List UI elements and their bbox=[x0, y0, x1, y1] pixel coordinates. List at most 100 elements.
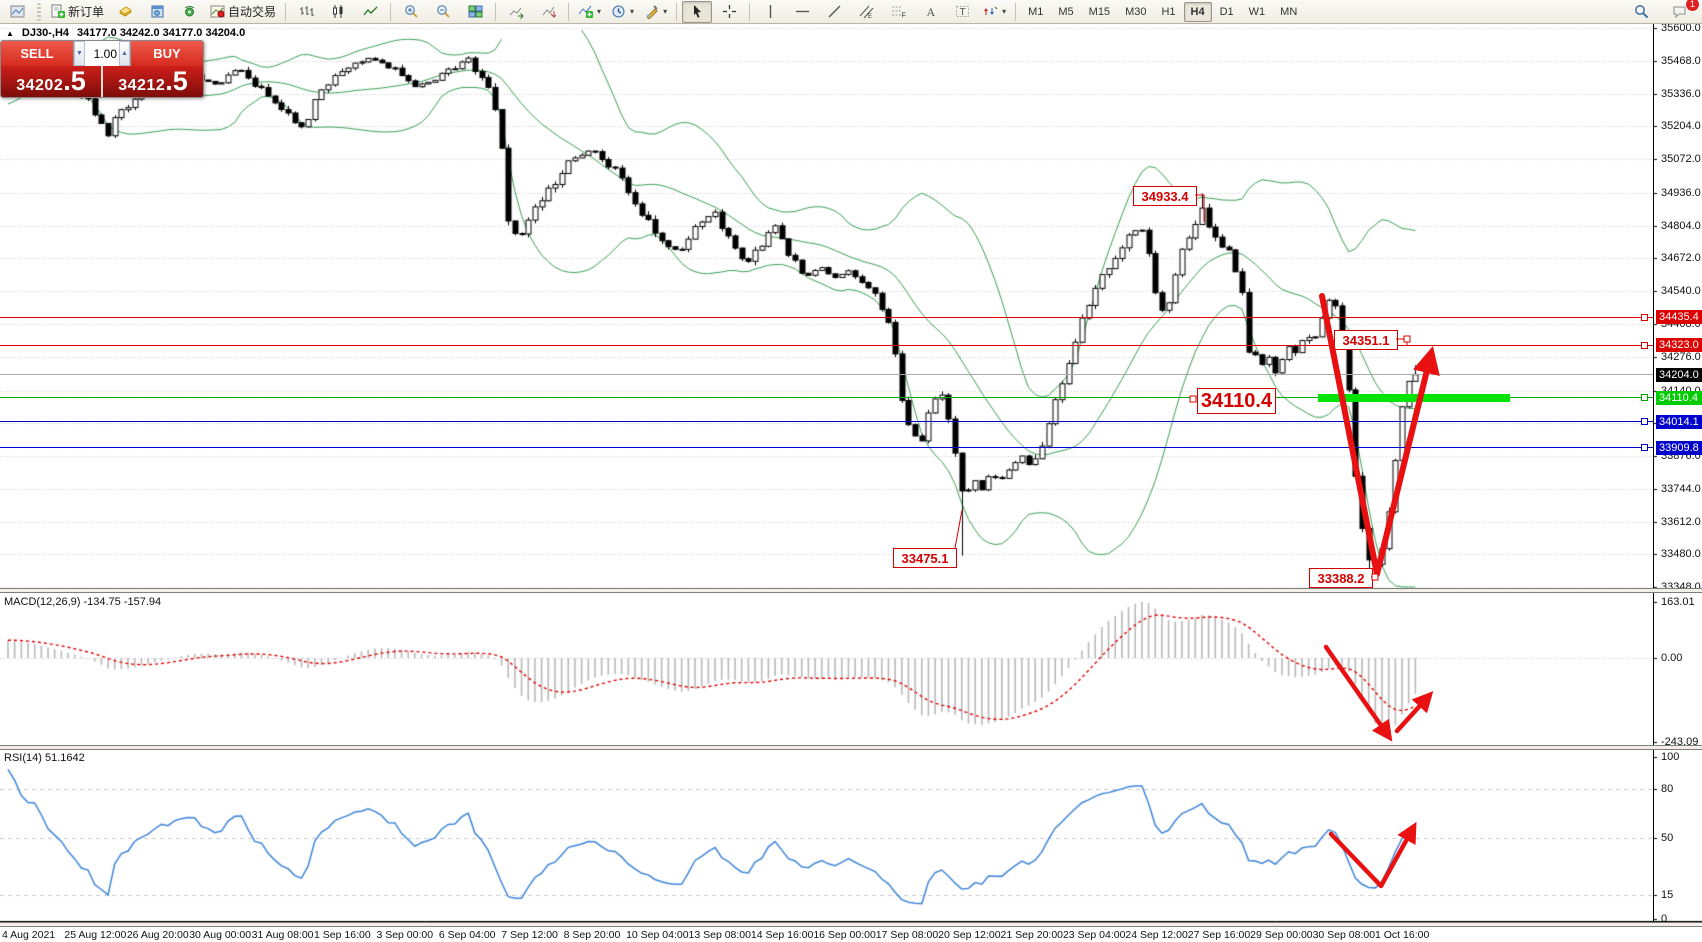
price-annotation-34933.4[interactable]: 34933.4 bbox=[1133, 186, 1197, 206]
candlestick-mode-icon[interactable] bbox=[323, 1, 353, 23]
new-order-button[interactable]: 新订单 bbox=[46, 1, 108, 23]
chart-shift-icon[interactable] bbox=[533, 1, 563, 23]
navigator-icon[interactable] bbox=[174, 1, 204, 23]
one-click-trading-panel: SELL ▼ ▲ BUY 34202.5 34212.5 bbox=[0, 40, 204, 98]
timeframe-button-w1[interactable]: W1 bbox=[1248, 5, 1266, 18]
price-tick-label: 34276.0 bbox=[1661, 350, 1701, 363]
timeframe-button-m1[interactable]: M1 bbox=[1028, 5, 1044, 18]
search-icon[interactable] bbox=[1626, 1, 1656, 23]
line-chart-mode-icon[interactable] bbox=[355, 1, 385, 23]
timeframe-button-h4[interactable]: H4 bbox=[1183, 1, 1212, 22]
ohlc-readout: 34177.0 34242.0 34177.0 34204.0 bbox=[77, 27, 246, 39]
price-tick-label: 34672.0 bbox=[1661, 252, 1701, 265]
app-icon[interactable] bbox=[2, 1, 32, 23]
autoscroll-icon[interactable] bbox=[501, 1, 531, 23]
volume-increase-button[interactable]: ▲ bbox=[119, 41, 130, 66]
support-zone-bar[interactable] bbox=[1318, 393, 1510, 402]
time-axis-label: 16 Sep 00:00 bbox=[813, 929, 876, 941]
templates-menu-button[interactable]: ▾ bbox=[640, 1, 671, 23]
time-axis-label: 30 Sep 08:00 bbox=[1312, 929, 1376, 941]
price-tag-34014.1: 34014.1 bbox=[1656, 414, 1702, 429]
price-tick-label: 33480.0 bbox=[1661, 548, 1701, 561]
macd-indicator-label: MACD(12,26,9) -134.75 -157.94 bbox=[4, 596, 162, 608]
price-tag-34110.4: 34110.4 bbox=[1656, 390, 1702, 405]
volume-input[interactable] bbox=[85, 41, 119, 66]
zoom-out-icon[interactable] bbox=[428, 1, 458, 23]
macd-tick-label: 0.00 bbox=[1661, 652, 1683, 664]
rsi-tick-label: 0 bbox=[1661, 913, 1668, 925]
time-axis[interactable]: 4 Aug 2021 25 Aug 12:00 26 Aug 20:00 30 Aug… bbox=[0, 927, 1702, 942]
price-tag-34204.0: 34204.0 bbox=[1656, 367, 1702, 382]
price-tick-label: 33744.0 bbox=[1661, 482, 1701, 495]
timeframe-button-m5[interactable]: M5 bbox=[1058, 5, 1074, 18]
price-tag-34323.0: 34323.0 bbox=[1656, 338, 1702, 353]
time-axis-label: 23 Sep 04:00 bbox=[1062, 929, 1126, 941]
chevron-down-icon: ▾ bbox=[663, 7, 668, 16]
timeframe-button-h1[interactable]: H1 bbox=[1161, 5, 1176, 18]
sell-price[interactable]: 34202.5 bbox=[16, 66, 86, 96]
autotrade-button[interactable]: 自动交易 bbox=[206, 1, 280, 23]
svg-text:F: F bbox=[901, 13, 905, 20]
indicators-menu-button[interactable]: ▾ bbox=[574, 1, 605, 23]
timeframe-button-m30[interactable]: M30 bbox=[1125, 5, 1147, 18]
time-axis-label: 3 Sep 00:00 bbox=[376, 929, 434, 941]
fibonacci-tool[interactable]: F bbox=[883, 1, 913, 23]
arrows-shapes-menu-button[interactable]: ▾ bbox=[979, 1, 1010, 23]
timeframe-button-m15[interactable]: M15 bbox=[1088, 5, 1111, 18]
market-watch-icon[interactable] bbox=[110, 1, 140, 23]
time-axis-label: 8 Sep 20:00 bbox=[563, 929, 621, 941]
cursor-tool-button[interactable] bbox=[682, 0, 713, 23]
price-annotation-33475.1[interactable]: 33475.1 bbox=[893, 548, 957, 568]
price-tag-34435.4: 34435.4 bbox=[1656, 310, 1702, 325]
time-axis-label: 4 Aug 2021 bbox=[2, 929, 56, 941]
macd-tick-label: 163.01 bbox=[1661, 595, 1695, 608]
price-annotation-34351.1[interactable]: 34351.1 bbox=[1334, 330, 1398, 350]
sell-button[interactable]: SELL bbox=[1, 41, 73, 66]
price-tick-label: 35600.0 bbox=[1661, 22, 1701, 34]
svg-text:T: T bbox=[959, 7, 965, 18]
time-axis-label: 7 Sep 12:00 bbox=[501, 929, 558, 941]
volume-decrease-button[interactable]: ▼ bbox=[74, 41, 85, 66]
time-axis-label: 17 Sep 08:00 bbox=[875, 929, 939, 941]
timeframe-button-d1[interactable]: D1 bbox=[1219, 5, 1234, 18]
time-axis-label: 24 Sep 12:00 bbox=[1125, 929, 1188, 941]
collapse-triangle-icon[interactable]: ▲ bbox=[6, 28, 14, 38]
crosshair-tool-button[interactable] bbox=[714, 1, 744, 23]
symbol-name: DJ30-,H4 bbox=[21, 27, 69, 39]
buy-price[interactable]: 34212.5 bbox=[118, 66, 188, 96]
price-tick-label: 35336.0 bbox=[1661, 87, 1701, 100]
buy-button[interactable]: BUY bbox=[131, 41, 203, 66]
channel-tool[interactable]: E bbox=[851, 1, 881, 23]
time-axis-label: 27 Sep 16:00 bbox=[1187, 929, 1251, 941]
price-annotation-33388.2[interactable]: 33388.2 bbox=[1309, 568, 1373, 588]
notifications-icon[interactable]: 1 bbox=[1664, 0, 1700, 23]
data-window-icon[interactable] bbox=[142, 1, 172, 23]
rsi-pane-splitter[interactable] bbox=[0, 745, 1702, 750]
text-label-tool[interactable]: T bbox=[947, 1, 977, 23]
rsi-tick-label: 100 bbox=[1661, 751, 1680, 763]
svg-text:A: A bbox=[926, 5, 935, 19]
price-tick-label: 34936.0 bbox=[1661, 186, 1701, 199]
price-axis-border bbox=[1653, 24, 1654, 927]
bar-chart-mode-icon[interactable] bbox=[291, 1, 321, 23]
rsi-tick-label: 50 bbox=[1661, 832, 1674, 844]
horizontal-line-tool[interactable] bbox=[787, 1, 817, 23]
volume-stepper: ▼ ▲ bbox=[73, 41, 131, 66]
tile-windows-icon[interactable] bbox=[460, 1, 490, 23]
periods-menu-button[interactable]: ▾ bbox=[607, 1, 638, 23]
price-annotation-34110.4[interactable]: 34110.4 bbox=[1197, 388, 1276, 414]
trendline-tool[interactable] bbox=[819, 1, 849, 23]
timeframe-button-mn[interactable]: MN bbox=[1280, 5, 1298, 18]
price-tick-label: 34540.0 bbox=[1661, 285, 1701, 298]
macd-pane-splitter[interactable] bbox=[0, 588, 1702, 593]
vertical-line-tool[interactable] bbox=[755, 1, 785, 23]
price-tick-label: 33612.0 bbox=[1661, 515, 1701, 528]
zoom-in-icon[interactable] bbox=[396, 1, 426, 23]
symbol-title: ▲ DJ30-,H4 34177.0 34242.0 34177.0 34204… bbox=[6, 27, 245, 39]
time-axis-label: 25 Aug 12:00 bbox=[64, 929, 127, 941]
text-tool[interactable]: A bbox=[915, 1, 945, 23]
macd-tick-label: -243.09 bbox=[1661, 735, 1699, 748]
time-axis-label: 20 Sep 12:00 bbox=[938, 929, 1001, 941]
time-axis-label: 6 Sep 04:00 bbox=[438, 929, 496, 941]
